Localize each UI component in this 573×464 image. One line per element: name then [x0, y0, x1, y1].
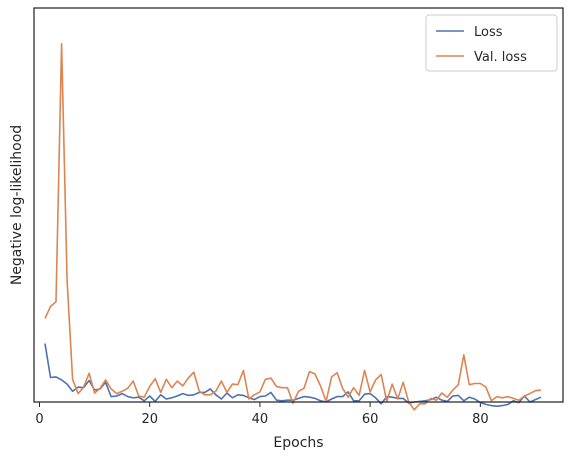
x-tick-label: 60 — [362, 412, 379, 427]
series-line-loss — [44, 343, 542, 408]
legend-box — [425, 14, 558, 72]
legend: Loss Val. loss — [425, 14, 558, 72]
x-axis-ticks: 0 20 40 60 80 — [35, 402, 489, 427]
y-axis-label: Negative log-likelihood — [9, 125, 25, 285]
plot-frame — [33, 7, 564, 403]
x-tick-label: 0 — [35, 412, 43, 427]
legend-label-loss: Loss — [474, 25, 503, 40]
x-tick-label: 80 — [472, 412, 489, 427]
series-line-val-loss — [44, 42, 542, 411]
plot-background — [34, 8, 563, 402]
legend-label-val-loss: Val. loss — [474, 50, 527, 65]
series-lines — [44, 42, 542, 411]
x-tick-label: 40 — [252, 412, 269, 427]
x-axis-label: Epochs — [273, 435, 323, 451]
x-tick-label: 20 — [141, 412, 158, 427]
